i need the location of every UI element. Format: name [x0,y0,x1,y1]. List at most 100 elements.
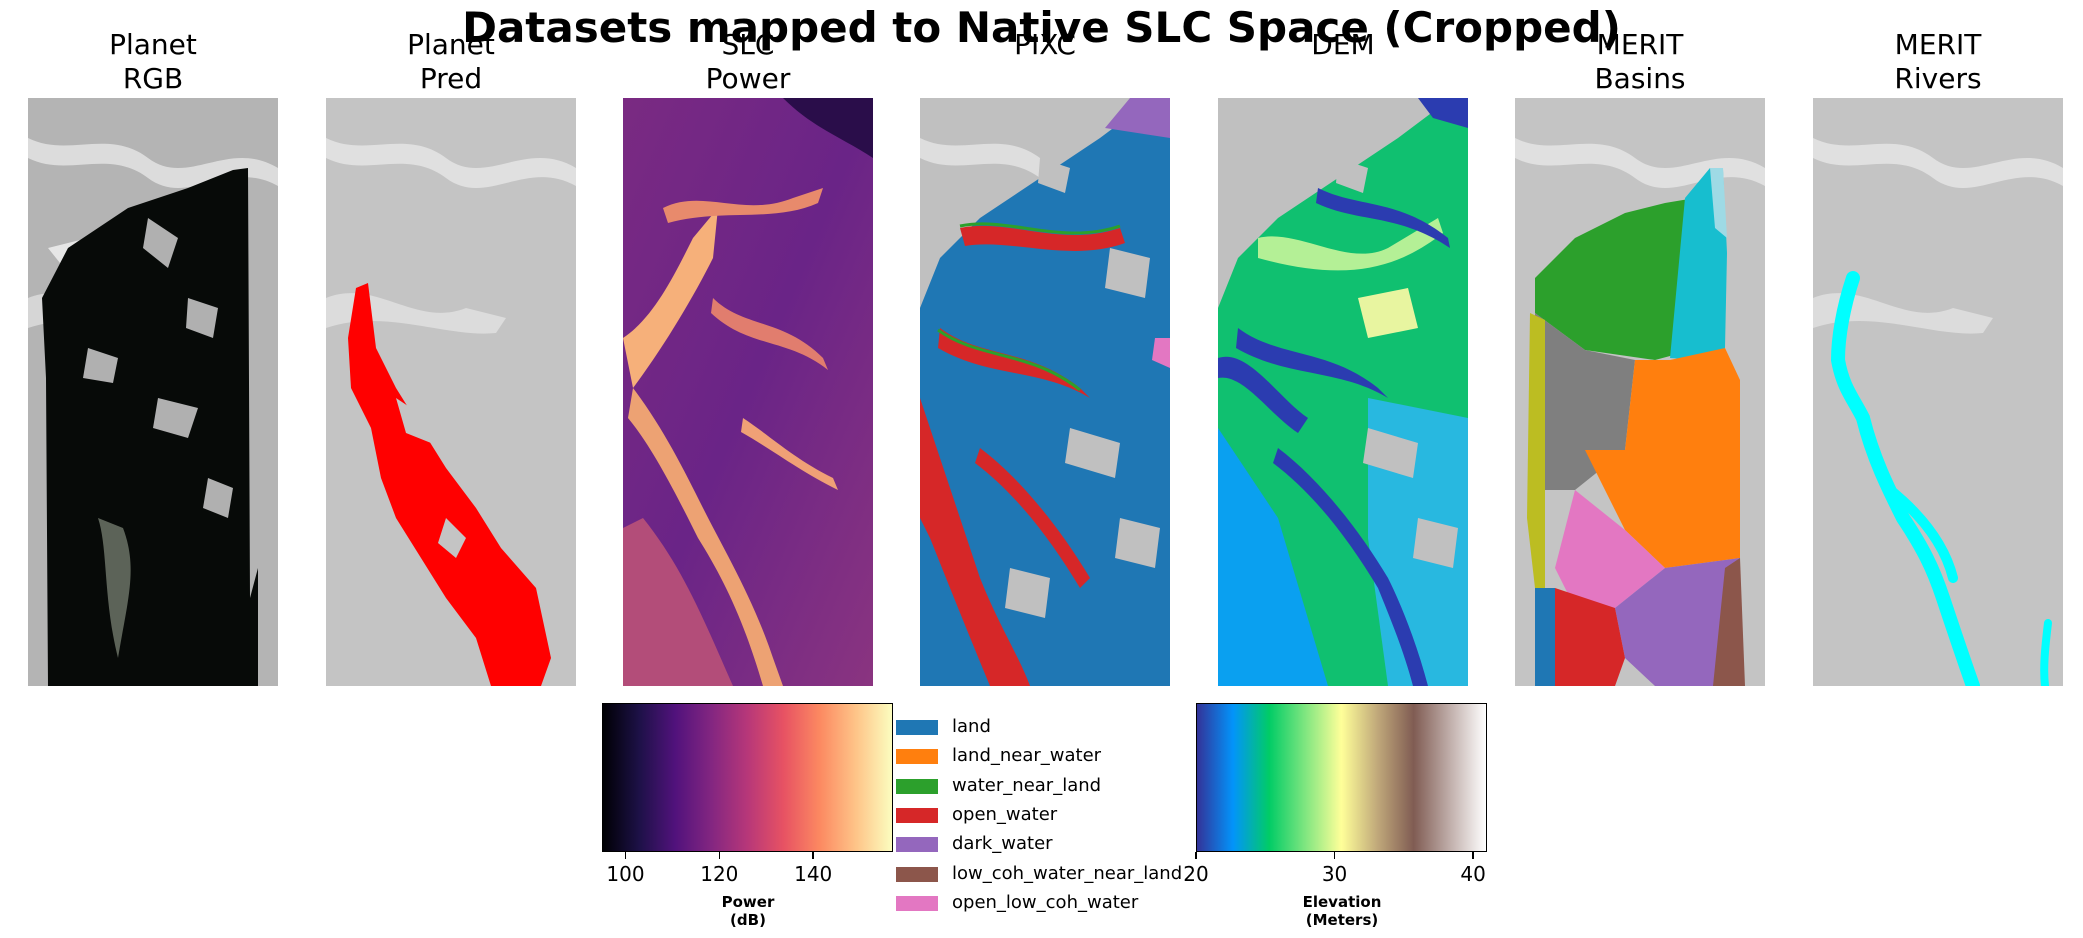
pixc-dark-water [1105,98,1170,138]
power-bright-channel [628,388,783,686]
panel-title-line1: MERIT [1596,28,1684,61]
figure-title: Datasets mapped to Native SLC Space (Cro… [462,3,1621,52]
basin [1710,168,1727,238]
slc-power-image [623,98,873,686]
legend-label: dark_water [952,833,1053,855]
pixc-open-water [938,328,1090,398]
panel-title-line1: PIXC [1014,28,1076,61]
panel-title-line1: SLC [721,28,775,61]
legend-item: water_near_land [896,775,1226,797]
panel-title: DEM [1188,28,1498,62]
panel-title: SLC Power [593,28,903,96]
pixc-open-water [975,448,1090,588]
legend-label: low_coh_water_near_land [952,862,1183,884]
legend-swatch [896,866,938,882]
legend-label: open_water [952,803,1058,825]
power-mid-area [623,518,733,686]
legend-swatch [896,778,938,794]
river-branch [2040,619,2052,686]
pred-water-mask [348,283,551,686]
elevation-tick [1472,852,1474,859]
legend-item: open_low_coh_water [896,892,1226,914]
legend-item: land_near_water [896,745,1226,767]
background-texture [28,138,278,188]
panel-title: MERIT Rivers [1783,28,2083,96]
rgb-bright-area [98,518,131,658]
basin [1535,588,1555,686]
legend-swatch [896,720,938,735]
legend-swatch [896,749,938,765]
background-texture [326,293,506,334]
basin [1713,558,1745,686]
panel-title: PIXC [890,28,1200,62]
legend-item: dark_water [896,833,1226,855]
planet-pred-image [326,98,576,686]
pixc-open-low-coh-water [1152,338,1170,368]
legend-swatch [896,895,938,911]
dem-low-elevation [1218,428,1328,686]
dem-channel [1218,356,1308,433]
panel-title-line1: MERIT [1894,28,1982,61]
power-bright-channel [711,298,828,370]
panel-title-line2: RGB [122,62,184,95]
pixc-water-near-land [959,222,1121,235]
legend-label: water_near_land [952,774,1102,796]
background-texture [1813,293,1993,334]
power-dark-area [783,98,873,158]
rgb-footprint [42,168,258,686]
dem-channel [1273,448,1428,686]
power-bright-channel [623,208,718,388]
panel-title-line1: DEM [1311,28,1375,61]
background-texture [326,138,576,188]
legend-label: open_low_coh_water [952,891,1139,913]
legend-swatch [896,807,938,823]
panel-dem: DEM [1218,0,1468,686]
basin [1555,490,1665,608]
dem-image [1218,98,1468,686]
panel-title-line2: Power [705,62,791,95]
elevation-label-line1: Elevation [1302,893,1382,911]
panel-title-line2: Rivers [1894,62,1982,95]
basin [1615,558,1740,686]
panel-title-line2: Pred [419,62,483,95]
legend-label: land [952,716,991,737]
river-main [1830,271,1980,686]
dem-high-elevation [1358,288,1418,338]
basin [1585,348,1740,568]
pixc-image [920,98,1170,686]
power-tick-label: 100 [606,862,645,886]
power-tick-label: 140 [794,862,833,886]
pixc-water-near-land [937,328,1081,392]
legend-label: land_near_water [952,745,1102,767]
elevation-tick-label: 30 [1321,862,1348,886]
legend-item: land [896,716,1226,738]
elevation-label-line2: (Meters) [1305,911,1379,929]
power-colorbar-gradient [602,703,893,852]
merit-basins-image [1515,98,1765,686]
power-bright-channel [663,188,823,223]
planet-rgb-image [28,98,278,686]
panel-title-line2: Basins [1594,62,1686,95]
panel-planet-rgb: Planet RGB [28,0,278,686]
dem-channel [1316,188,1450,248]
legend-item: open_water [896,804,1226,826]
dem-holes [1336,158,1458,568]
power-label-line1: Power [721,893,775,911]
power-label-line2: (dB) [730,911,766,929]
panel-planet-pred: Planet Pred [326,0,576,686]
power-tick [624,852,627,859]
elevation-colorbar: 20 30 40 Elevation (Meters) [1183,703,1496,938]
dem-high-elevation [1258,218,1443,271]
dem-channel [1418,98,1468,128]
power-tick-label: 120 [700,862,739,886]
dem-channel [1236,328,1388,398]
pixc-holes [1005,158,1160,618]
panel-slc-power: SLC Power [623,0,873,686]
panel-title-line1: Planet [109,28,197,61]
panel-merit-basins: MERIT Basins [1515,0,1765,686]
elevation-tick-label: 20 [1183,862,1209,886]
panel-pixc: PIXC [920,0,1170,686]
elevation-colorbar-label: Elevation (Meters) [1262,893,1422,929]
elevation-tick-label: 40 [1460,862,1486,886]
panel-title: Planet Pred [296,28,606,96]
